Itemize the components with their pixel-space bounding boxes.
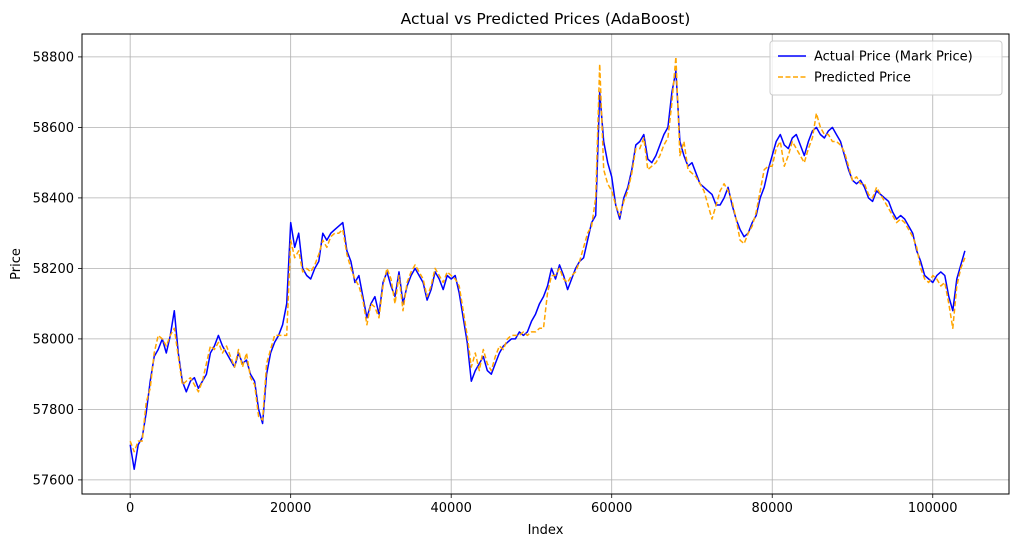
y-axis-label: Price xyxy=(9,248,24,280)
plot-frame xyxy=(81,33,1010,495)
legend-box xyxy=(769,40,1003,96)
chart-title: Actual vs Predicted Prices (AdaBoost) xyxy=(401,10,691,28)
y-tick-label: 57600 xyxy=(33,473,74,488)
series-layer xyxy=(129,56,966,471)
y-axis: 57600 57800 58000 58200 58400 58600 58800 xyxy=(33,50,82,488)
x-tick-label: 60000 xyxy=(591,501,632,516)
x-tick-label: 20000 xyxy=(270,501,311,516)
x-tick-label: 40000 xyxy=(431,501,472,516)
legend-label-predicted: Predicted Price xyxy=(814,71,911,86)
x-tick-label: 100000 xyxy=(908,501,958,516)
x-tick-label: 0 xyxy=(126,501,134,516)
grid xyxy=(82,34,1009,494)
x-axis-label: Index xyxy=(528,523,564,538)
legend-label-actual: Actual Price (Mark Price) xyxy=(814,50,973,65)
y-tick-label: 58600 xyxy=(33,121,74,136)
x-axis: 0 20000 40000 60000 80000 100000 xyxy=(126,494,958,516)
y-tick-label: 58800 xyxy=(33,50,74,65)
y-tick-label: 58200 xyxy=(33,262,74,277)
legend: Actual Price (Mark Price) Predicted Pric… xyxy=(769,40,1003,96)
y-tick-label: 58400 xyxy=(33,191,74,206)
series-actual-line xyxy=(129,70,966,471)
series-predicted-line xyxy=(129,56,966,453)
x-tick-label: 80000 xyxy=(752,501,793,516)
y-tick-label: 57800 xyxy=(33,403,74,418)
y-tick-label: 58000 xyxy=(33,332,74,347)
